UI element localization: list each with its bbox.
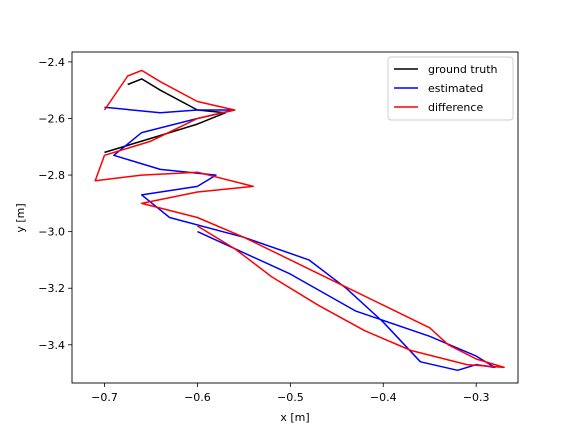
x-tick-label: −0.5: [277, 391, 304, 404]
plot-area: [94, 69, 505, 372]
y-tick-label: −2.8: [38, 169, 65, 182]
y-tick-label: −2.6: [38, 112, 65, 125]
y-tick-label: −3.2: [38, 282, 65, 295]
legend-label-difference: difference: [428, 101, 483, 114]
y-tick-label: −2.4: [38, 56, 65, 69]
y-axis-ticks: −2.4 −2.6 −2.8 −3.0 −3.2 −3.4: [38, 56, 72, 352]
x-axis-ticks: −0.7 −0.6 −0.5 −0.4 −0.3: [91, 383, 490, 404]
legend-box: [387, 56, 514, 121]
series-line-difference: [94, 69, 505, 369]
x-axis-label: x [m]: [280, 411, 309, 424]
x-tick-label: −0.4: [370, 391, 397, 404]
y-tick-label: −3.4: [38, 339, 65, 352]
x-tick-label: −0.7: [91, 391, 118, 404]
x-tick-label: −0.6: [184, 391, 211, 404]
y-tick-label: −3.0: [38, 226, 65, 239]
axes-frame: [71, 51, 519, 384]
x-tick-label: −0.3: [463, 391, 490, 404]
legend-label-ground-truth: ground truth: [428, 63, 498, 76]
legend-label-estimated: estimated: [428, 82, 483, 95]
y-axis-label: y [m]: [14, 203, 27, 232]
legend: ground truth estimated difference: [387, 56, 514, 121]
